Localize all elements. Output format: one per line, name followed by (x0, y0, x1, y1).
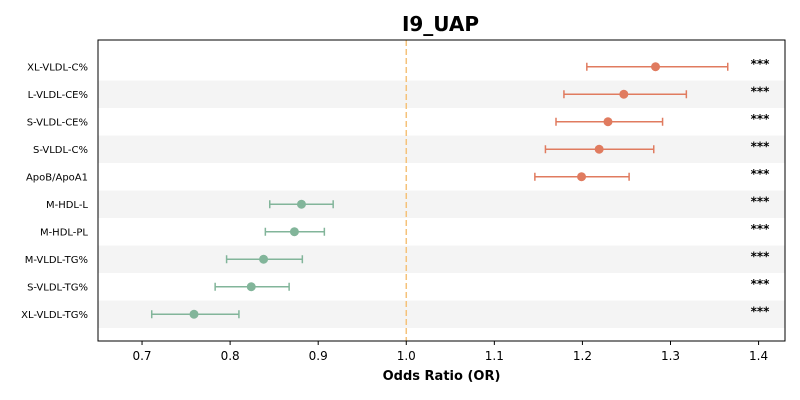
row-band (98, 245, 785, 273)
or-point (259, 254, 269, 264)
or-point (189, 309, 199, 319)
row-bands (98, 80, 785, 328)
category-label: M-VLDL-TG% (25, 255, 88, 266)
or-point (651, 62, 661, 72)
x-tick-label: 0.7 (132, 349, 151, 363)
or-point (289, 227, 299, 237)
forest-row: XL-VLDL-C% *** (27, 57, 770, 74)
or-point (619, 89, 629, 99)
significance-label: *** (751, 112, 771, 126)
or-point (296, 199, 306, 209)
category-label: S-VLDL-C% (33, 145, 88, 156)
forest-row: L-VLDL-CE% *** (28, 84, 770, 101)
category-label: XL-VLDL-TG% (21, 310, 88, 321)
significance-label: *** (751, 222, 771, 236)
significance-label: *** (751, 304, 771, 318)
x-tick-label: 1.2 (573, 349, 592, 363)
row-band (98, 135, 785, 163)
forest-row: M-HDL-L *** (46, 194, 770, 211)
x-tick-label: 1.1 (485, 349, 504, 363)
forest-row: S-VLDL-C% *** (33, 139, 770, 156)
plot-frame (97, 39, 786, 342)
significance-label: *** (751, 277, 771, 291)
significance-label: *** (751, 57, 771, 71)
category-label: L-VLDL-CE% (28, 90, 88, 101)
x-axis: 0.7 0.8 0.9 1.0 1.1 1.2 1.3 1.4 (132, 341, 768, 363)
forest-row: S-VLDL-CE% *** (27, 112, 770, 129)
forest-row: XL-VLDL-TG% *** (21, 304, 770, 321)
forest-row: S-VLDL-TG% *** (27, 277, 770, 294)
category-label: ApoB/ApoA1 (26, 172, 88, 183)
category-label: M-HDL-L (46, 200, 88, 211)
significance-label: *** (751, 167, 771, 181)
x-tick-label: 1.4 (749, 349, 768, 363)
x-tick-label: 1.0 (397, 349, 416, 363)
category-label: XL-VLDL-C% (27, 62, 88, 73)
x-axis-label: Odds Ratio (OR) (383, 369, 501, 384)
or-point (246, 282, 256, 292)
category-label: M-HDL-PL (40, 227, 88, 238)
category-label: S-VLDL-CE% (27, 117, 88, 128)
chart-title: I9_UAP (402, 12, 479, 36)
x-tick-label: 0.8 (221, 349, 240, 363)
forest-row: M-VLDL-TG% *** (25, 249, 770, 266)
significance-label: *** (751, 194, 771, 208)
row-band (98, 190, 785, 218)
x-tick-label: 0.9 (309, 349, 328, 363)
category-label: S-VLDL-TG% (27, 282, 88, 293)
forest-row: ApoB/ApoA1 *** (26, 167, 770, 184)
forest-row: M-HDL-PL *** (40, 222, 770, 239)
or-point (577, 172, 587, 182)
x-tick-label: 1.3 (661, 349, 680, 363)
significance-label: *** (751, 249, 771, 263)
or-point (603, 117, 613, 127)
significance-label: *** (751, 84, 771, 98)
or-point (594, 144, 604, 154)
significance-label: *** (751, 139, 771, 153)
data-rows: XL-VLDL-C% ***L-VLDL-CE% ***S-VLDL-CE% ***S… (21, 57, 770, 321)
